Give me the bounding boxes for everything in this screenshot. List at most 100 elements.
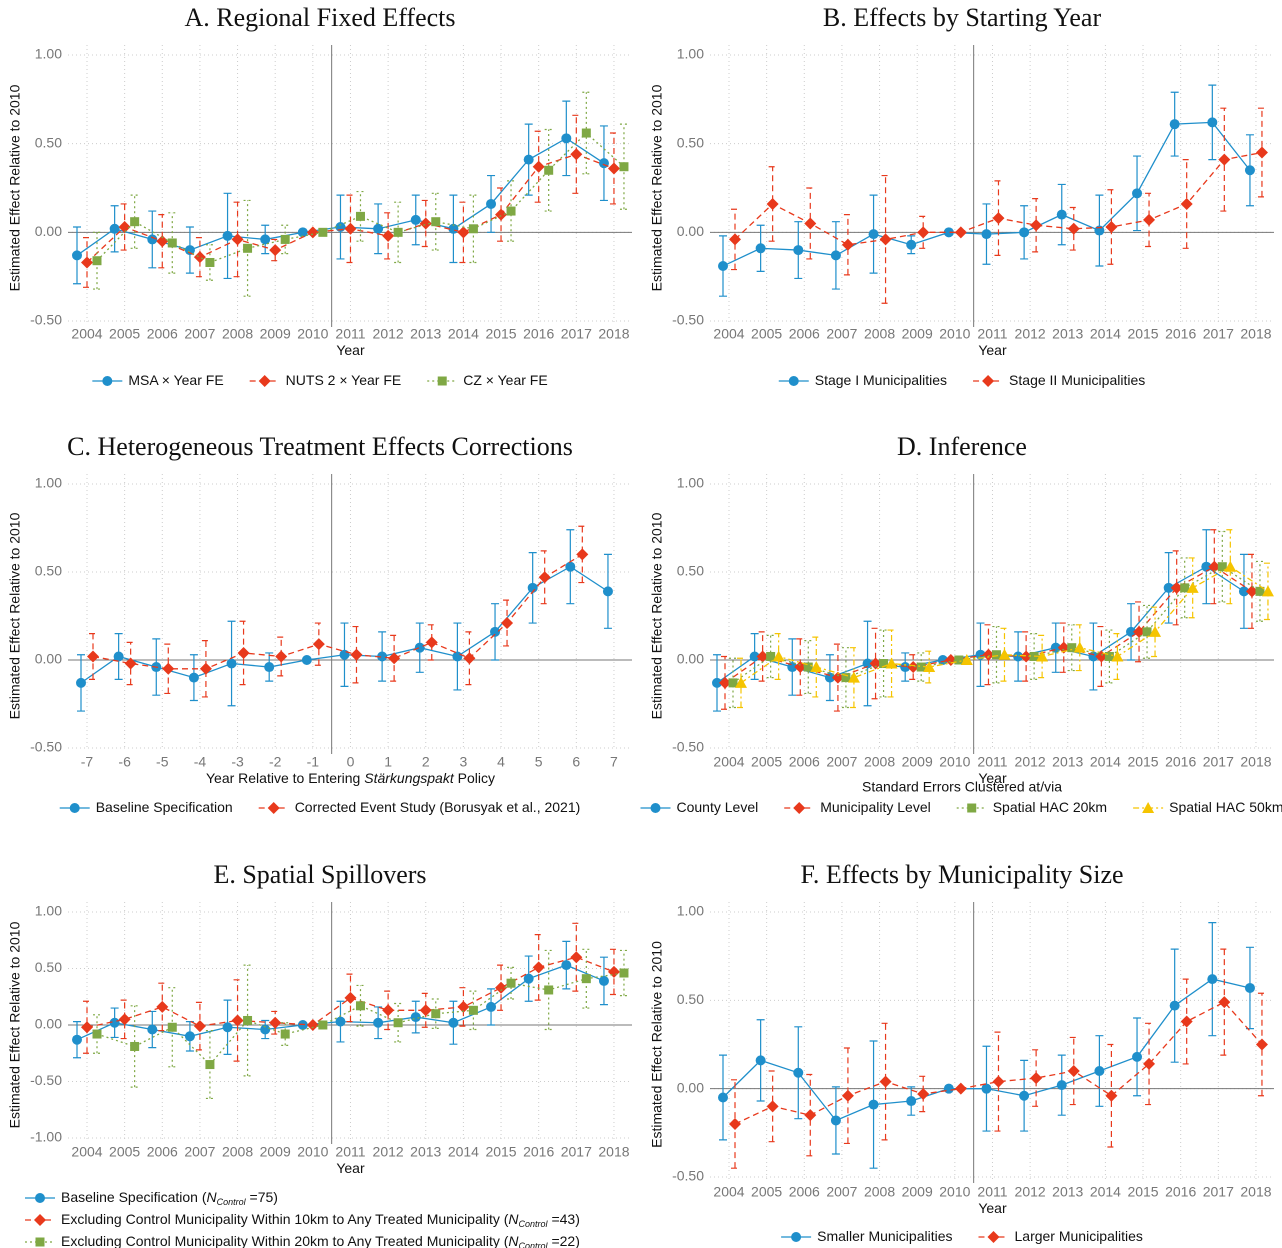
marker xyxy=(923,661,936,673)
error-bar xyxy=(427,624,436,661)
marker xyxy=(804,1109,817,1122)
error-bar xyxy=(578,525,587,584)
x-tick-label: 2004 xyxy=(71,326,102,342)
marker xyxy=(1133,625,1146,638)
legend-label-part: Baseline Specification xyxy=(96,799,233,815)
x-tick-label: -4 xyxy=(194,754,207,770)
marker xyxy=(162,662,175,675)
marker xyxy=(793,245,804,256)
error-bar xyxy=(1113,633,1122,680)
marker xyxy=(355,211,365,221)
marker xyxy=(193,1020,206,1033)
marker xyxy=(954,226,967,239)
x-tick-label: 2005 xyxy=(751,1184,782,1200)
marker xyxy=(917,1087,930,1100)
y-tick-label: 0.00 xyxy=(35,651,62,667)
marker xyxy=(841,673,851,683)
marker xyxy=(1180,197,1193,210)
marker xyxy=(156,1000,169,1013)
marker xyxy=(306,226,319,239)
marker xyxy=(831,671,844,684)
marker xyxy=(1169,119,1180,130)
marker xyxy=(1056,1080,1067,1091)
x-tick-label: 7 xyxy=(610,754,618,770)
marker xyxy=(156,235,169,248)
y-tick-label: 0.00 xyxy=(677,651,704,667)
error-bar xyxy=(93,231,101,290)
error-bar xyxy=(582,948,591,1009)
marker xyxy=(987,1231,1000,1243)
marker xyxy=(544,985,554,995)
marker xyxy=(1169,1000,1180,1011)
marker xyxy=(619,968,629,978)
marker xyxy=(907,661,920,674)
marker xyxy=(906,239,917,250)
legend-item: Excluding Control Municipality Within 20… xyxy=(25,1233,580,1248)
error-bar xyxy=(1145,192,1154,248)
marker xyxy=(885,657,898,669)
marker xyxy=(570,148,583,161)
x-tick-label: 2013 xyxy=(410,326,441,342)
marker xyxy=(463,652,476,665)
x-tick-label: 2010 xyxy=(297,1144,328,1160)
marker xyxy=(506,978,516,988)
legend-item: Larger Municipalities xyxy=(978,1228,1143,1244)
x-tick-label: 2009 xyxy=(260,326,291,342)
y-tick-label: 0.50 xyxy=(677,563,704,579)
chart-title: E. Spatial Spillovers xyxy=(213,860,426,889)
legend-label-part: Baseline Specification ( xyxy=(61,1189,207,1205)
marker xyxy=(943,227,954,238)
error-bar xyxy=(1255,560,1264,622)
x-tick-label: -2 xyxy=(269,754,282,770)
marker xyxy=(1067,1065,1080,1077)
marker xyxy=(1186,581,1199,593)
marker xyxy=(755,243,766,254)
marker xyxy=(306,1019,319,1031)
marker xyxy=(312,638,325,651)
x-axis-label-part: Year Relative to Entering xyxy=(206,770,364,786)
marker xyxy=(373,1017,384,1028)
marker xyxy=(1036,650,1049,662)
y-tick-label: 1.00 xyxy=(35,903,62,919)
marker xyxy=(982,648,995,661)
x-tick-label: 2013 xyxy=(410,1144,441,1160)
marker xyxy=(410,214,421,225)
marker xyxy=(1019,1090,1030,1101)
legend-label-part: County Level xyxy=(677,799,759,815)
x-tick-label: 2015 xyxy=(1127,754,1158,770)
error-bar xyxy=(994,180,1003,256)
marker xyxy=(495,981,508,994)
marker xyxy=(1142,802,1155,813)
marker xyxy=(1180,583,1190,593)
x-tick-label: 2 xyxy=(422,754,430,770)
legend-item: Smaller Municipalities xyxy=(781,1228,952,1244)
legend-label-part: Municipality Level xyxy=(820,799,931,815)
marker xyxy=(1030,219,1043,232)
marker xyxy=(280,234,290,244)
error-bar xyxy=(1247,553,1256,629)
marker xyxy=(650,803,661,813)
marker xyxy=(847,671,860,683)
error-bar xyxy=(1030,633,1039,680)
x-tick-label: 2012 xyxy=(373,326,404,342)
marker xyxy=(167,238,177,248)
marker xyxy=(793,1067,804,1078)
marker xyxy=(841,1089,854,1102)
marker xyxy=(501,617,514,630)
marker xyxy=(495,208,508,221)
legend-item: CZ × Year FE xyxy=(427,372,548,388)
marker xyxy=(830,1115,841,1126)
error-bar xyxy=(281,224,290,255)
marker xyxy=(301,655,312,665)
marker xyxy=(523,973,534,984)
legend-label: Excluding Control Municipality Within 20… xyxy=(61,1233,580,1248)
marker xyxy=(318,227,328,237)
marker xyxy=(222,230,233,241)
x-tick-label: 2012 xyxy=(373,1144,404,1160)
marker xyxy=(1163,582,1174,593)
marker xyxy=(1224,560,1237,572)
marker xyxy=(118,1013,131,1026)
x-tick-label: -6 xyxy=(118,754,131,770)
error-bar xyxy=(1075,624,1084,672)
marker xyxy=(735,676,747,688)
